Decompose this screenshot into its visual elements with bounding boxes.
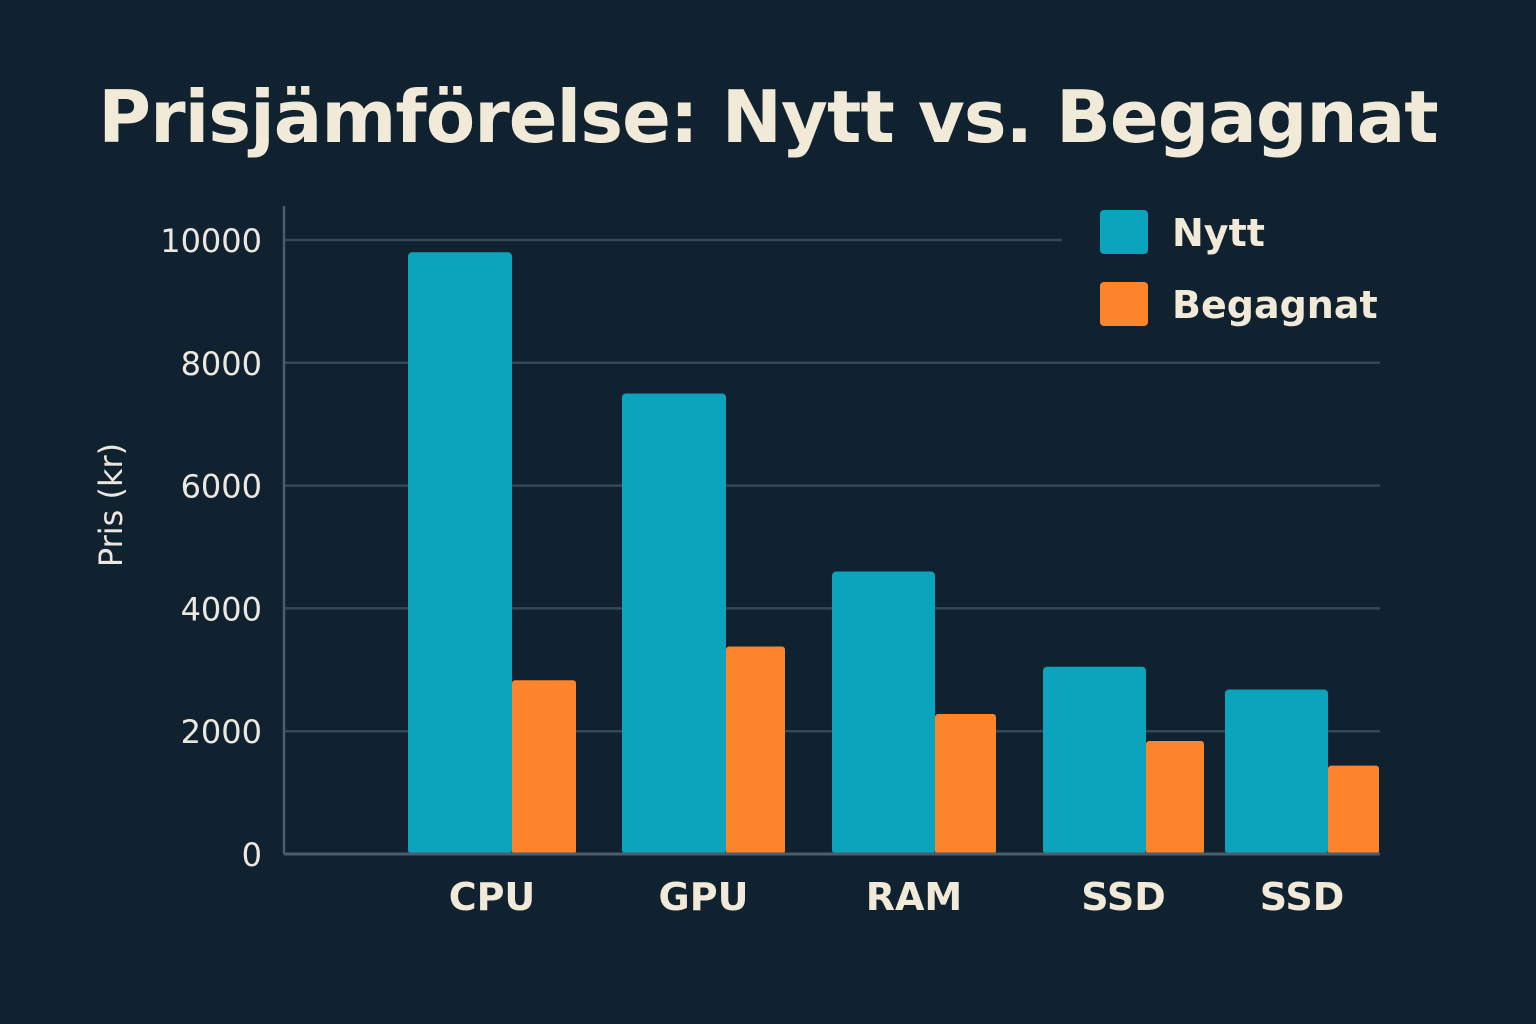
y-tick-label: 0 (242, 836, 262, 874)
bar-nytt-gpu (622, 393, 726, 854)
y-tick-label: 6000 (181, 468, 262, 506)
bar-nytt-cpu (408, 252, 512, 854)
x-tick-label: SSD (1081, 875, 1166, 919)
legend-swatch-begagnat (1100, 282, 1148, 326)
legend: Nytt Begagnat (1100, 210, 1378, 327)
y-tick-label: 4000 (181, 590, 262, 628)
bar-begagnat-ssd (1146, 741, 1204, 854)
bar-nytt-ram (832, 571, 935, 854)
bar-nytt-ssd (1225, 689, 1328, 854)
axes (282, 206, 1380, 856)
x-tick-label: CPU (449, 875, 536, 919)
x-tick-label: RAM (866, 875, 962, 919)
x-tick-label: GPU (659, 875, 749, 919)
chart-title: Prisjämförelse: Nytt vs. Begagnat (98, 75, 1438, 159)
bar-begagnat-cpu (512, 680, 576, 854)
bar-begagnat-ram (935, 714, 996, 854)
y-tick-label: 10000 (160, 222, 262, 260)
y-tick-label: 8000 (181, 345, 262, 383)
x-tick-label: SSD (1260, 875, 1345, 919)
bars (408, 252, 1379, 854)
y-tick-label: 2000 (181, 713, 262, 751)
bar-nytt-ssd (1043, 666, 1146, 854)
legend-label-nytt: Nytt (1172, 211, 1265, 255)
x-axis-labels: CPU GPU RAM SSD SSD (449, 875, 1345, 919)
y-axis-title: Pris (kr) (92, 443, 130, 567)
bar-begagnat-gpu (726, 646, 785, 854)
bar-begagnat-ssd (1328, 765, 1379, 854)
legend-swatch-nytt (1100, 210, 1148, 254)
y-axis-ticks: 0 2000 4000 6000 8000 10000 (160, 222, 262, 874)
legend-label-begagnat: Begagnat (1172, 283, 1378, 327)
